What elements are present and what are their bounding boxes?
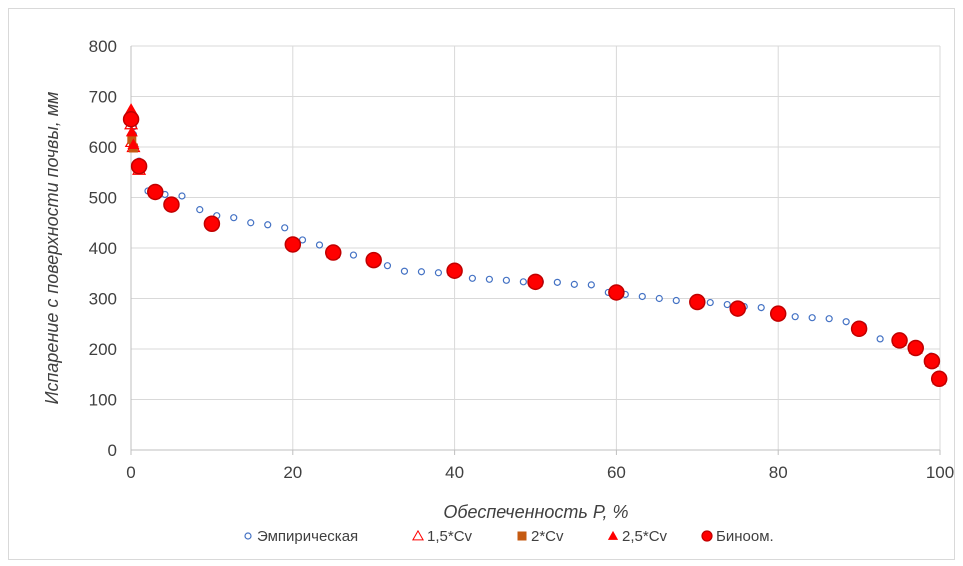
- axis-layer: 0 100 200 300 400 500 600 700 800 0 20 40 60 80 100: [89, 37, 955, 482]
- data-point: [264, 221, 272, 229]
- y-tick-label: 800: [89, 37, 117, 56]
- data-point: [907, 339, 924, 357]
- data-point: [485, 275, 493, 283]
- x-tick-label: 20: [283, 463, 302, 482]
- data-point: [930, 370, 948, 388]
- data-point: [349, 251, 358, 259]
- series-2: [126, 114, 944, 385]
- legend-item: 1,5*Cv: [412, 528, 473, 545]
- data-point: [553, 278, 561, 286]
- data-point: [281, 224, 289, 232]
- data-point: [502, 276, 510, 284]
- data-point: [891, 332, 908, 349]
- data-point: [400, 267, 409, 275]
- legend: Эмпирическая 1,5*Cv 2*Cv 2,5*Cv Биноом.: [244, 528, 774, 545]
- data-point: [125, 125, 138, 137]
- y-tick-label: 600: [89, 138, 117, 157]
- legend-item: Эмпирическая: [244, 528, 358, 545]
- x-tick-label: 60: [607, 463, 626, 482]
- data-point: [417, 268, 426, 276]
- data-point: [587, 281, 595, 289]
- series-4: [122, 110, 948, 388]
- data-point: [127, 138, 140, 149]
- series-0: [129, 123, 938, 363]
- grid-layer: [130, 45, 941, 451]
- data-point: [122, 110, 140, 128]
- data-point: [757, 303, 765, 312]
- data-point: [230, 214, 238, 222]
- series-1: [124, 117, 947, 385]
- data-point: [769, 305, 787, 322]
- data-point: [130, 157, 148, 175]
- data-point: [527, 273, 544, 291]
- x-tick-label: 80: [769, 463, 788, 482]
- data-point: [825, 315, 833, 323]
- data-point: [203, 215, 221, 233]
- data-point: [383, 262, 392, 270]
- legend-marker: [701, 530, 713, 542]
- data-point: [178, 192, 186, 200]
- data-point: [365, 251, 382, 269]
- y-tick-label: 100: [89, 391, 117, 410]
- data-point: [570, 280, 578, 288]
- legend-item: 2,5*Cv: [607, 528, 668, 545]
- series-layer: [122, 103, 948, 388]
- legend-label: 1,5*Cv: [427, 528, 473, 545]
- legend-label: Биноом.: [716, 528, 774, 545]
- legend-marker: [244, 532, 252, 540]
- data-point: [842, 318, 850, 326]
- data-point: [638, 292, 646, 301]
- data-point: [196, 206, 204, 214]
- data-point: [284, 236, 302, 253]
- x-tick-label: 40: [445, 463, 464, 482]
- data-point: [163, 196, 180, 213]
- data-point: [608, 284, 625, 301]
- data-point: [468, 274, 476, 282]
- legend-marker: [412, 529, 424, 541]
- data-point: [325, 244, 342, 261]
- y-tick-label: 400: [89, 239, 117, 258]
- series-3: [125, 103, 946, 384]
- data-point: [689, 293, 706, 311]
- data-point: [850, 320, 868, 338]
- x-tick-label: 100: [926, 463, 954, 482]
- data-point: [923, 352, 941, 370]
- data-point: [808, 314, 816, 322]
- chart-frame: [8, 8, 955, 560]
- x-axis-title: Обеспеченность P, %: [443, 502, 628, 522]
- y-tick-label: 0: [108, 441, 117, 460]
- data-point: [706, 298, 714, 307]
- legend-label: 2*Cv: [531, 528, 564, 545]
- data-point: [791, 313, 799, 321]
- y-tick-label: 200: [89, 340, 117, 359]
- data-point: [315, 241, 324, 249]
- y-tick-label: 500: [89, 189, 117, 208]
- data-point: [723, 300, 731, 309]
- data-point: [519, 278, 527, 286]
- legend-label: 2,5*Cv: [622, 528, 668, 545]
- x-tick-label: 0: [126, 463, 135, 482]
- data-point: [655, 294, 663, 303]
- y-tick-label: 700: [89, 88, 117, 107]
- data-point: [446, 262, 463, 279]
- legend-marker: [607, 530, 619, 540]
- data-point: [125, 103, 138, 114]
- legend-marker: [517, 531, 527, 541]
- legend-label: Эмпирическая: [257, 528, 358, 545]
- y-axis-title: Испарение с поверхности почвы, мм: [42, 92, 62, 405]
- legend-item: Биноом.: [701, 528, 774, 545]
- data-point: [672, 296, 680, 305]
- legend-item: 2*Cv: [517, 528, 564, 545]
- data-point: [247, 219, 255, 227]
- data-point: [147, 183, 164, 201]
- data-point: [434, 269, 443, 277]
- y-tick-label: 300: [89, 290, 117, 309]
- data-point: [729, 300, 746, 317]
- data-point: [127, 134, 137, 144]
- data-point: [876, 335, 884, 343]
